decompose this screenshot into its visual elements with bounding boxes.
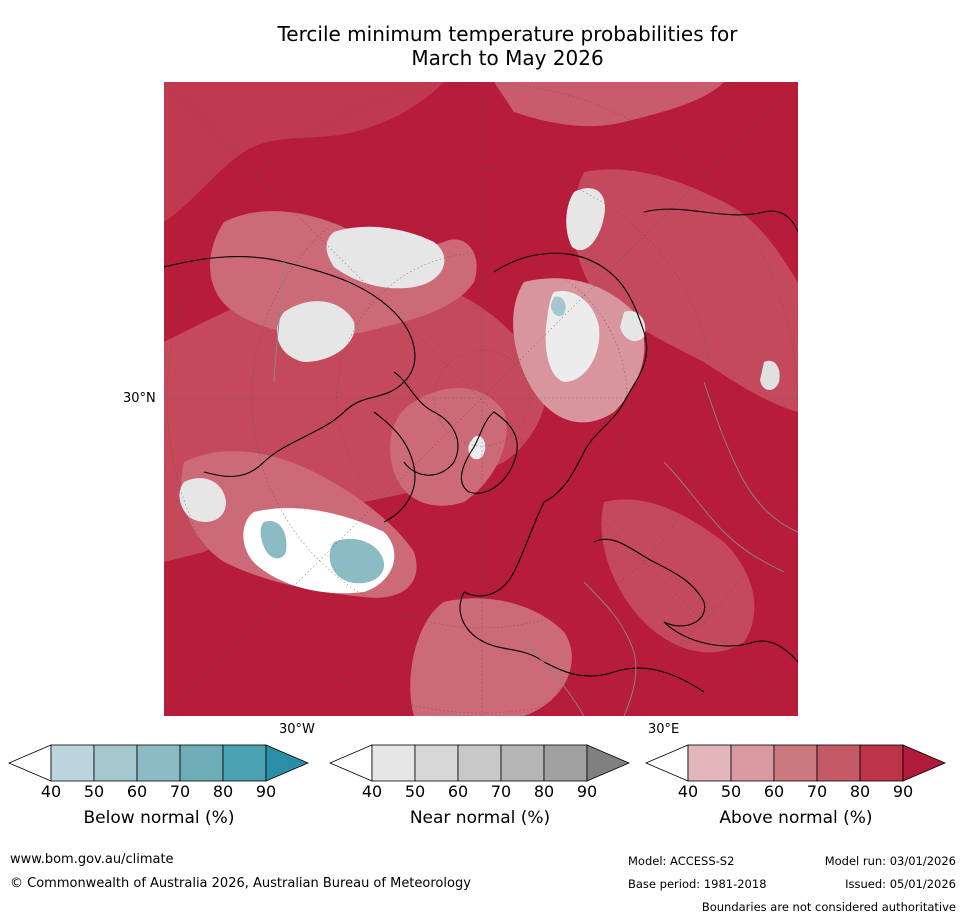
colorbar-above-normal bbox=[644, 744, 947, 782]
border-line bbox=[583, 581, 637, 716]
below-normal-patch bbox=[550, 296, 566, 317]
colorbar-tick-label: 90 bbox=[255, 782, 277, 801]
near-normal-patch bbox=[760, 360, 780, 391]
footer-url[interactable]: www.bom.gov.au/climate bbox=[10, 852, 174, 867]
coastline-black-sea bbox=[663, 621, 798, 663]
colorbar-near-normal bbox=[328, 744, 631, 782]
coastline-baltic bbox=[593, 538, 706, 627]
colorbar-segment bbox=[93, 744, 138, 782]
colorbar-svg bbox=[7, 744, 310, 782]
coastline-north-america bbox=[164, 256, 416, 478]
near-normal-patch bbox=[468, 436, 486, 460]
coastline-canada bbox=[393, 371, 459, 476]
above-region-50 bbox=[390, 388, 507, 506]
above-region-60 bbox=[494, 82, 724, 127]
coastline-hudson bbox=[373, 411, 416, 523]
colorbar-segment bbox=[371, 744, 416, 782]
footer-issued: Issued: 05/01/2026 bbox=[845, 877, 956, 891]
near-normal-patch bbox=[566, 188, 605, 251]
colorbar-segment bbox=[179, 744, 224, 782]
lat-label-30n: 30°N bbox=[123, 391, 156, 406]
graticule-circle bbox=[433, 349, 531, 447]
colorbar-label-near: Near normal (%) bbox=[409, 808, 551, 828]
colorbar-segment bbox=[730, 744, 775, 782]
colorbar-segment bbox=[414, 744, 459, 782]
colorbar-tick-label: 40 bbox=[40, 782, 62, 801]
footer-model-run: Model run: 03/01/2026 bbox=[824, 854, 956, 868]
colorbar-tick-label: 60 bbox=[763, 782, 785, 801]
footer-base-period: Base period: 1981-2018 bbox=[628, 877, 767, 891]
colorbar-extend-high bbox=[265, 744, 310, 782]
colorbar-label-above: Above normal (%) bbox=[719, 808, 873, 828]
border-line bbox=[663, 461, 785, 573]
coastline-greenland bbox=[460, 411, 518, 494]
colorbar-tick-label: 70 bbox=[806, 782, 828, 801]
footer-copyright: © Commonwealth of Australia 2026, Austra… bbox=[10, 876, 471, 891]
above-region-50 bbox=[410, 598, 572, 716]
map-title: Tercile minimum temperature probabilitie… bbox=[230, 22, 785, 70]
above-region-50 bbox=[210, 211, 477, 336]
colorbar-tick-label: 40 bbox=[361, 782, 383, 801]
colorbar-segment bbox=[816, 744, 861, 782]
below-normal-patch bbox=[329, 538, 385, 584]
colorbar-segment bbox=[457, 744, 502, 782]
colorbar-tick-label: 60 bbox=[126, 782, 148, 801]
colorbar-segment bbox=[859, 744, 904, 782]
colorbar-tick-label: 70 bbox=[169, 782, 191, 801]
near-normal-patch bbox=[179, 478, 226, 522]
colorbar-segment bbox=[543, 744, 588, 782]
colorbar-extend-low bbox=[7, 744, 52, 782]
lon-label-30w: 30°W bbox=[279, 722, 315, 737]
graticule-line bbox=[164, 82, 798, 716]
colorbar-extend-high bbox=[586, 744, 631, 782]
colorbar-svg bbox=[644, 744, 947, 782]
near-normal-patch bbox=[276, 301, 355, 362]
colorbar-tick-label: 90 bbox=[576, 782, 598, 801]
colorbar-tick-label: 80 bbox=[533, 782, 555, 801]
border-line bbox=[703, 381, 798, 533]
colorbar-tick-label: 80 bbox=[849, 782, 871, 801]
colorbar-segment bbox=[50, 744, 95, 782]
borders bbox=[273, 261, 798, 716]
near-normal-patch bbox=[326, 226, 445, 289]
colorbar-below-normal bbox=[7, 744, 310, 782]
colorbar-extend-low bbox=[644, 744, 689, 782]
border-line bbox=[273, 261, 285, 383]
colorbar-tick-label: 50 bbox=[83, 782, 105, 801]
coastline-scandinavia bbox=[463, 501, 545, 597]
colorbar-tick-label: 60 bbox=[447, 782, 469, 801]
colorbar-tick-label: 90 bbox=[892, 782, 914, 801]
graticule bbox=[164, 82, 798, 716]
colorbar-tick-label: 40 bbox=[677, 782, 699, 801]
title-line-1: Tercile minimum temperature probabilitie… bbox=[277, 22, 738, 46]
footer-disclaimer: Boundaries are not considered authoritat… bbox=[701, 900, 956, 914]
border-line bbox=[523, 641, 585, 716]
colorbar-tick-label: 50 bbox=[720, 782, 742, 801]
above-region-70 bbox=[164, 82, 444, 222]
colorbar-segment bbox=[222, 744, 267, 782]
colorbar-extend-low bbox=[328, 744, 373, 782]
colorbar-svg bbox=[328, 744, 631, 782]
map-svg bbox=[164, 82, 798, 716]
colorbar-segment bbox=[500, 744, 545, 782]
footer-model: Model: ACCESS-S2 bbox=[628, 854, 735, 868]
coastline-east-asia bbox=[643, 208, 798, 233]
colorbar-extend-high bbox=[902, 744, 947, 782]
probability-map bbox=[164, 82, 798, 716]
colorbar-tick-label: 80 bbox=[212, 782, 234, 801]
colorbar-label-below: Below normal (%) bbox=[83, 808, 235, 828]
below-normal-patch bbox=[260, 521, 287, 559]
title-line-2: March to May 2026 bbox=[411, 46, 604, 70]
lon-label-30e: 30°E bbox=[648, 722, 680, 737]
colorbar-segment bbox=[136, 744, 181, 782]
colorbar-tick-label: 50 bbox=[404, 782, 426, 801]
colorbar-segment bbox=[773, 744, 818, 782]
colorbar-tick-label: 70 bbox=[490, 782, 512, 801]
graticule-circle bbox=[336, 252, 628, 544]
colorbar-segment bbox=[687, 744, 732, 782]
coastline-siberia bbox=[493, 252, 648, 503]
above-region-60 bbox=[601, 499, 755, 653]
